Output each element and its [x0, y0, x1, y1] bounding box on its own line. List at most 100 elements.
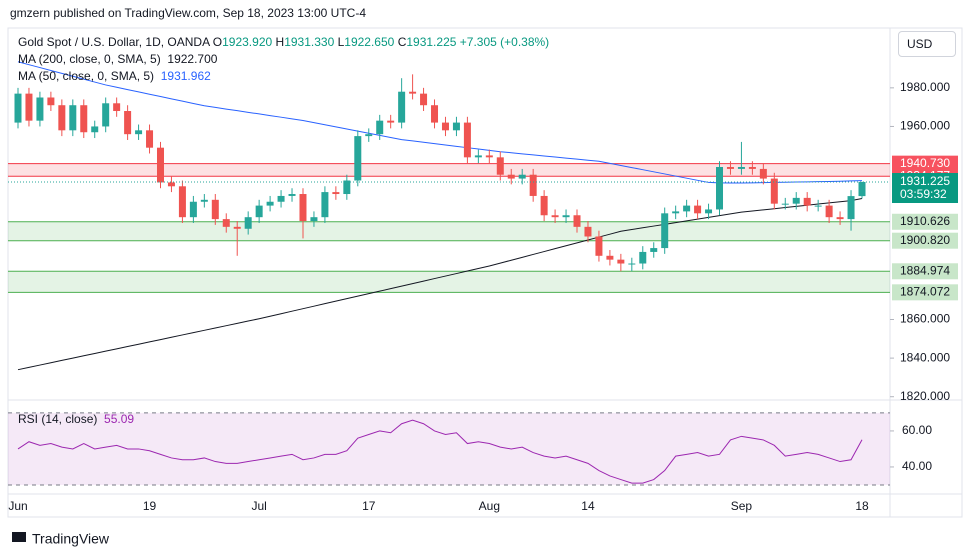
x-tick-label: 17 [362, 499, 376, 513]
legend-line: Gold Spot / U.S. Dollar, 1D, OANDA O1923… [18, 35, 549, 49]
plot: 1820.000 1840.000 1860.000 1960.000 1980.000… [8, 61, 958, 513]
candle-body [540, 195, 548, 216]
candle-body [58, 105, 66, 131]
candle-body [47, 97, 55, 106]
candle-body [288, 194, 296, 196]
x-tick-label: Jul [251, 499, 266, 513]
candle-body [321, 192, 329, 218]
candle-body [825, 205, 833, 218]
candle-body [200, 199, 208, 202]
ohlc: O1923.920 H1931.330 L1922.650 C1931.225 [213, 35, 457, 49]
candle-body [551, 215, 559, 218]
candle-body [36, 97, 44, 121]
candle-body [398, 91, 406, 123]
candle-body [726, 166, 734, 169]
candle-body [770, 178, 778, 204]
candle-body [628, 263, 636, 265]
candle-body [156, 147, 164, 183]
candle-body [507, 174, 515, 179]
candle-body [485, 155, 493, 158]
candle-body [343, 180, 351, 195]
candle-body [244, 217, 252, 229]
rsi-name: RSI (14, close) [18, 412, 98, 426]
y-tick-label: 1960.000 [900, 119, 950, 133]
candle-body [376, 120, 384, 135]
candle-body [178, 186, 186, 218]
candle-body [365, 134, 373, 137]
rsi-tick-label: 60.00 [902, 423, 932, 437]
candle-body [584, 226, 592, 237]
price-label: 1910.626 [900, 214, 950, 228]
ma-line [17, 197, 863, 371]
price-label: 1874.072 [900, 285, 950, 299]
candle-body [650, 248, 658, 252]
x-tick-label: Aug [479, 499, 500, 513]
candle-body [792, 197, 800, 204]
candle-body [781, 203, 789, 205]
price-label: 1884.974 [900, 263, 950, 277]
candle-body [716, 166, 724, 210]
candle-body [694, 205, 702, 214]
candle-body [496, 157, 504, 175]
rsi-last: 55.09 [104, 412, 135, 426]
candle-body [255, 205, 263, 218]
candle-body [705, 209, 713, 214]
countdown: 03:59:32 [900, 187, 947, 201]
x-tick-label: Jun [8, 499, 27, 513]
rsi-tick-label: 40.00 [902, 459, 932, 473]
y-tick-label: 1840.000 [900, 350, 950, 364]
candle-body [91, 126, 99, 133]
candle-body [814, 205, 822, 207]
candle-body [80, 105, 88, 133]
candle-body [354, 136, 362, 181]
ma-legend: MA (200, close, 0, SMA, 5) 1922.700 [18, 52, 217, 66]
candle-body [672, 211, 680, 214]
legend-title: Gold Spot / U.S. Dollar, 1D, OANDA [18, 35, 210, 49]
ohlc-label: C [397, 35, 407, 49]
zone [8, 163, 890, 177]
candle-body [595, 236, 603, 256]
candle-body [222, 219, 230, 227]
candle-body [124, 111, 132, 135]
price-box [892, 263, 958, 280]
candle-body [737, 166, 745, 169]
ohlc-label: O [212, 35, 223, 49]
ohlc-label: H [275, 35, 285, 49]
candle-body [474, 155, 482, 158]
candle-body [573, 215, 581, 227]
x-tick-label: 14 [581, 499, 595, 513]
candle-body [69, 105, 77, 131]
y-tick-label: 1820.000 [900, 389, 950, 403]
candle-body [661, 213, 669, 249]
y-tick-label: 1980.000 [900, 80, 950, 94]
price-box [892, 284, 958, 301]
footer: TradingView [32, 531, 110, 547]
candle-body [266, 201, 274, 206]
price-box [892, 213, 958, 230]
last-price: 1931.225 [900, 174, 950, 188]
candle-body [310, 217, 318, 222]
currency-button[interactable]: USD [898, 31, 956, 57]
candle-body [387, 120, 395, 123]
candle-body [189, 201, 197, 218]
candle-body [135, 130, 143, 135]
price-box [892, 155, 958, 172]
candle-body [452, 122, 460, 131]
candle-body [858, 182, 866, 197]
rsi-line [17, 419, 863, 484]
x-tick-label: 19 [143, 499, 157, 513]
candle-body [146, 130, 154, 148]
ohlc-value: 1923.920 [222, 35, 273, 49]
candle-body [518, 174, 526, 179]
candle-body [683, 205, 691, 212]
candle-body [606, 255, 614, 260]
candle-body [332, 192, 340, 195]
candle-body [167, 182, 175, 187]
candle-body [562, 215, 570, 218]
rsi-band [8, 412, 890, 485]
candle-body [113, 103, 121, 112]
x-tick-label: 18 [855, 499, 869, 513]
ohlc-label: L [337, 35, 345, 49]
